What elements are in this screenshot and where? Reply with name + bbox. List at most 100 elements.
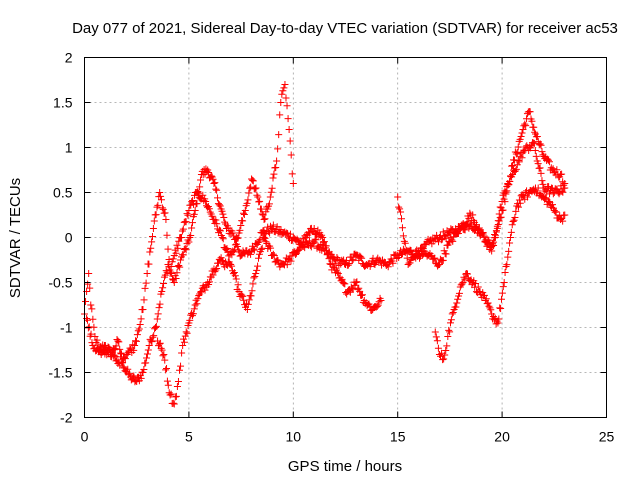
data-point-interp: [437, 236, 445, 244]
data-point-interp: [522, 122, 530, 130]
data-point: [254, 193, 262, 201]
data-point-interp: [147, 244, 155, 252]
data-point-interp: [325, 255, 333, 263]
data-point-interp: [173, 241, 181, 249]
data-point: [197, 288, 205, 295]
data-point-interp: [329, 260, 337, 268]
data-point-interp: [160, 279, 168, 287]
data-point-interp: [272, 164, 280, 172]
data-point-interp: [395, 254, 403, 262]
data-point-interp: [84, 280, 92, 288]
data-point-interp: [402, 247, 410, 255]
data-point-interp: [197, 288, 205, 296]
data-point-interp: [472, 221, 480, 229]
data-point-interp: [534, 160, 542, 168]
data-point-interp: [357, 253, 365, 261]
data-point: [509, 162, 517, 169]
data-point-interp: [446, 328, 454, 336]
data-point-interp: [431, 254, 439, 262]
data-point: [185, 238, 193, 246]
data-point-interp: [82, 297, 90, 305]
data-point-interp: [493, 222, 501, 230]
data-point-interp: [508, 162, 516, 170]
data-point-interp: [135, 325, 143, 333]
data-point-interp: [156, 339, 164, 347]
data-point-interp: [231, 241, 239, 249]
data-point-interp: [257, 245, 265, 253]
data-point-interp: [167, 390, 175, 398]
data-point-interp: [214, 194, 222, 202]
data-point-interp: [180, 335, 188, 343]
data-point-interp: [449, 308, 457, 316]
data-point: [139, 369, 147, 376]
x-axis-label: GPS time / hours: [288, 458, 402, 475]
data-point-interp: [309, 239, 317, 247]
data-point-interp: [270, 251, 278, 259]
data-point-interp: [164, 245, 172, 253]
data-point-interp: [87, 330, 95, 338]
data-point-interp: [284, 230, 292, 238]
data-point-interp: [485, 239, 493, 247]
data-point-interp: [119, 363, 127, 371]
axis-ticks: 0 5 10 15 20 25 -2 -1.5 -1 -0.5 0 0.5 1 1.5 2: [48, 50, 614, 445]
data-point-interp: [215, 201, 223, 209]
data-point-interp: [145, 260, 153, 268]
data-point: [377, 297, 385, 304]
data-point-interp: [205, 205, 213, 213]
data-point-interp: [171, 393, 179, 401]
data-point-interp: [512, 207, 520, 215]
data-point-interp: [275, 131, 283, 139]
data-point-interp: [213, 186, 221, 194]
data-point-interp: [267, 188, 275, 196]
data-point-interp: [144, 346, 152, 354]
y-tick-label: -1: [60, 320, 73, 336]
data-point-interp: [225, 252, 233, 260]
data-point-interp: [244, 196, 252, 204]
data-point-interp: [188, 219, 196, 227]
data-point-interp: [193, 200, 201, 208]
data-point-interp: [545, 158, 553, 166]
data-point-interp: [353, 278, 361, 286]
data-point-interp: [333, 268, 341, 276]
data-point-interp: [358, 291, 366, 299]
data-point: [229, 229, 237, 237]
data-point-interp: [283, 229, 291, 237]
data-point-interp: [153, 315, 161, 323]
data-point-interp: [532, 152, 540, 160]
data-point: [237, 252, 245, 259]
data-point: [185, 207, 193, 214]
data-point: [252, 270, 260, 277]
data-point-interp: [454, 295, 462, 303]
data-point-interp: [515, 158, 523, 166]
data-point-interp: [258, 210, 266, 218]
data-point-interp: [501, 269, 509, 277]
data-point-interp: [348, 257, 356, 265]
data-point-interp: [472, 280, 480, 288]
data-point-interp: [173, 269, 181, 277]
data-point-interp: [507, 228, 515, 236]
data-point: [435, 261, 443, 268]
data-point-interp: [515, 203, 523, 211]
data-point-interp: [283, 261, 291, 269]
data-point-interp: [141, 284, 149, 292]
data-point-interp: [212, 185, 220, 193]
data-point: [170, 279, 178, 286]
data-point-interp: [461, 275, 469, 283]
data-point-interp: [175, 262, 183, 270]
data-point-interp: [177, 362, 185, 370]
data-point-interp: [173, 382, 181, 390]
data-point-interp: [124, 365, 132, 373]
data-point-interp: [167, 263, 175, 271]
data-point-interp: [294, 237, 302, 245]
data-point-interp: [85, 323, 93, 331]
data-point-interp: [223, 261, 231, 269]
data-point-interp: [205, 278, 213, 286]
data-point-interp: [234, 281, 242, 289]
data-point-interp: [346, 288, 354, 296]
data-point-interp: [458, 280, 466, 288]
y-axis-label: SDTVAR / TECUs: [7, 178, 24, 298]
data-point-interp: [161, 209, 169, 217]
data-point-interp: [159, 205, 167, 213]
data-point-interp: [494, 217, 502, 225]
